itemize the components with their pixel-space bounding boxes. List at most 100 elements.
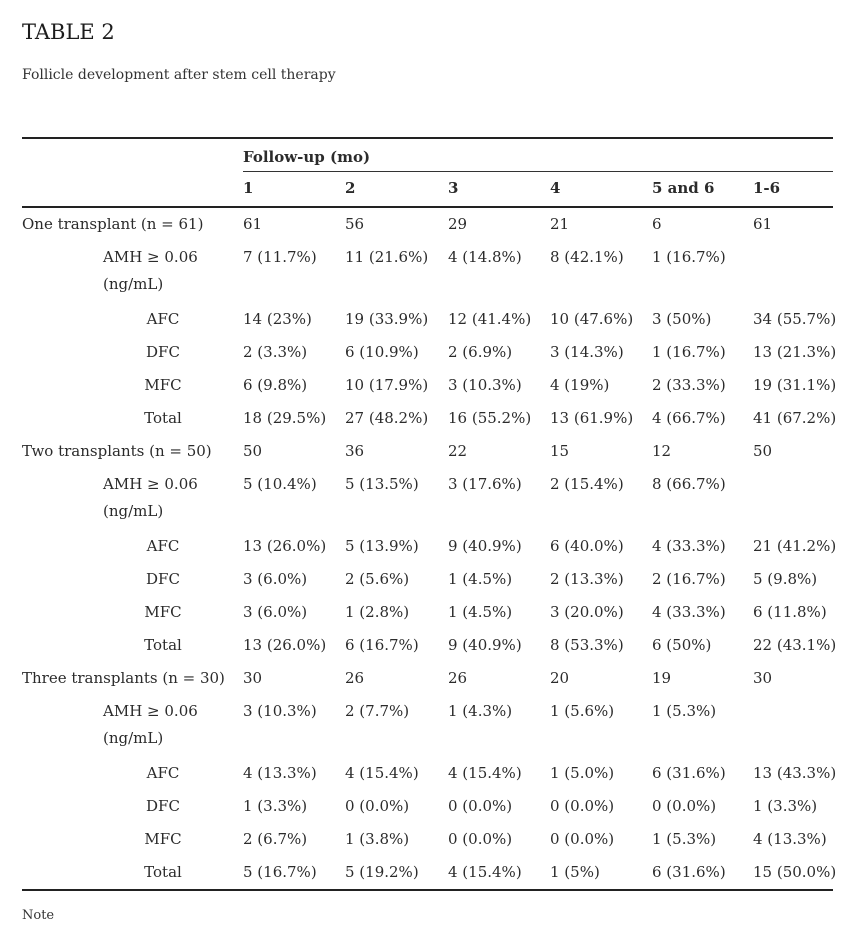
value-cell: 22 (43.1%) — [753, 636, 837, 654]
row-label-line2: (ng/mL) — [103, 729, 164, 747]
row-label-cell: MFC — [22, 823, 243, 856]
value-cell: 10 (17.9%) — [345, 376, 429, 394]
row-label: AFC — [146, 764, 180, 782]
row-label-cell: Two transplants (n = 50) — [22, 435, 243, 468]
value-cell: 4 (19%) — [550, 376, 610, 394]
row-label-cell: Total — [22, 629, 243, 662]
value-cell: 15 — [550, 442, 570, 460]
row-label-cell: AFC — [22, 530, 243, 563]
table-row: MFC 3 (6.0%) 1 (2.8%) 1 (4.5%) 3 (20.0%) 4 (3… — [22, 596, 833, 629]
row-label-cell: One transplant (n = 61) — [22, 207, 243, 241]
value-cell: 0 (0.0%) — [448, 830, 513, 848]
value-cell: 0 (0.0%) — [550, 797, 615, 815]
value-cell: 13 (43.3%) — [753, 764, 837, 782]
value-cell — [753, 468, 833, 530]
value-cell: 2 (5.6%) — [345, 570, 410, 588]
table-row: AFC 13 (26.0%) 5 (13.9%) 9 (40.9%) 6 (40.0%)… — [22, 530, 837, 563]
value-cell: 1 (16.7%) — [652, 248, 726, 266]
value-cell: 50 — [243, 442, 263, 460]
table-row: Total 18 (29.5%) 27 (48.2%) 16 (55.2%) 13 (6… — [22, 402, 836, 435]
value-cell: 6 (11.8%) — [753, 603, 827, 621]
table-row: Three transplants (n = 30) 30 26 26 20 19 30 — [22, 662, 833, 695]
value-cell: 26 — [448, 669, 468, 687]
row-label: MFC — [144, 830, 182, 848]
value-cell: 1 (4.3%) — [448, 702, 513, 720]
value-cell: 5 (19.2%) — [345, 856, 448, 891]
value-cell: 13 (61.9%) — [550, 409, 634, 427]
value-cell: 5 (13.5%) — [345, 475, 419, 493]
value-cell: 1 (3.3%) — [243, 797, 308, 815]
value-cell: 3 (10.3%) — [243, 702, 317, 720]
row-label: DFC — [146, 570, 180, 588]
value-cell: 34 (55.7%) — [753, 310, 837, 328]
value-cell: 6 (10.9%) — [345, 343, 419, 361]
value-cell: 21 (41.2%) — [753, 537, 837, 555]
value-cell: 8 (42.1%) — [550, 248, 624, 266]
table-row: MFC 2 (6.7%) 1 (3.8%) 0 (0.0%) 0 (0.0%) 1 (5.… — [22, 823, 833, 856]
label-column-header — [22, 171, 243, 208]
row-label: MFC — [144, 603, 182, 621]
value-cell: 4 (15.4%) — [448, 856, 550, 891]
table-row: DFC 3 (6.0%) 2 (5.6%) 1 (4.5%) 2 (13.3%) 2 (1… — [22, 563, 833, 596]
row-label-cell: AMH ≥ 0.06 (ng/mL) — [22, 468, 243, 530]
followup-group-label: Follow-up (mo) — [243, 137, 834, 172]
value-cell: 3 (10.3%) — [448, 376, 522, 394]
row-label-cell: AFC — [22, 303, 243, 336]
row-label-cell: Total — [22, 402, 243, 435]
row-label-cell: Total — [22, 856, 243, 891]
value-cell — [753, 241, 833, 303]
value-cell: 1 (5.6%) — [550, 702, 615, 720]
value-cell: 27 (48.2%) — [345, 409, 429, 427]
row-label: Three transplants (n = 30) — [22, 669, 225, 687]
value-cell: 12 (41.4%) — [448, 310, 532, 328]
value-cell: 11 (21.6%) — [345, 248, 429, 266]
column-header-3: 3 — [448, 171, 550, 208]
value-cell: 13 (21.3%) — [753, 343, 837, 361]
value-cell: 9 (40.9%) — [448, 636, 522, 654]
table-row: AMH ≥ 0.06 (ng/mL) 5 (10.4%) 5 (13.5%) 3 (17… — [22, 468, 833, 530]
value-cell: 2 (16.7%) — [652, 570, 726, 588]
table-row: MFC 6 (9.8%) 10 (17.9%) 3 (10.3%) 4 (19%) 2 (… — [22, 369, 836, 402]
table-row: AMH ≥ 0.06 (ng/mL) 3 (10.3%) 2 (7.7%) 1 (4.3… — [22, 695, 833, 757]
label-column-spacer — [22, 137, 243, 172]
value-cell: 1 (4.5%) — [448, 603, 513, 621]
row-label-line2: (ng/mL) — [103, 502, 164, 520]
table-row: AFC 14 (23%) 19 (33.9%) 12 (41.4%) 10 (47.6%… — [22, 303, 837, 336]
row-label: Two transplants (n = 50) — [22, 442, 212, 460]
value-cell: 13 (26.0%) — [243, 636, 327, 654]
row-label-cell: DFC — [22, 790, 243, 823]
value-cell: 7 (11.7%) — [243, 248, 317, 266]
followup-group-header-row: Follow-up (mo) — [22, 137, 834, 172]
value-cell: 26 — [345, 669, 365, 687]
value-cell: 18 (29.5%) — [243, 409, 327, 427]
value-cell: 14 (23%) — [243, 310, 312, 328]
value-cell: 4 (15.4%) — [448, 764, 522, 782]
row-label-cell: MFC — [22, 596, 243, 629]
value-cell: 9 (40.9%) — [448, 537, 522, 555]
value-cell: 1 (5.0%) — [550, 764, 615, 782]
value-cell: 20 — [550, 669, 570, 687]
value-cell: 4 (66.7%) — [652, 409, 726, 427]
value-cell: 5 (10.4%) — [243, 475, 317, 493]
value-cell: 8 (53.3%) — [550, 636, 624, 654]
value-cell: 56 — [345, 215, 365, 233]
row-label: AFC — [146, 537, 180, 555]
value-cell: 2 (6.9%) — [448, 343, 513, 361]
value-cell: 22 — [448, 442, 468, 460]
value-cell: 0 (0.0%) — [550, 830, 615, 848]
value-cell: 10 (47.6%) — [550, 310, 634, 328]
value-cell: 15 (50.0%) — [753, 856, 836, 891]
value-cell: 3 (20.0%) — [550, 603, 624, 621]
table-row: DFC 2 (3.3%) 6 (10.9%) 2 (6.9%) 3 (14.3%) 1 (… — [22, 336, 837, 369]
value-cell: 5 (9.8%) — [753, 570, 818, 588]
row-label: Total — [144, 863, 182, 881]
value-cell: 61 — [243, 215, 263, 233]
value-cell: 3 (50%) — [652, 310, 712, 328]
table-row: DFC 1 (3.3%) 0 (0.0%) 0 (0.0%) 0 (0.0%) 0 (0.… — [22, 790, 833, 823]
value-cell: 1 (5.3%) — [652, 702, 717, 720]
row-label-cell: DFC — [22, 563, 243, 596]
row-label-cell: Three transplants (n = 30) — [22, 662, 243, 695]
table-subtitle: Follicle development after stem cell the… — [22, 67, 336, 83]
